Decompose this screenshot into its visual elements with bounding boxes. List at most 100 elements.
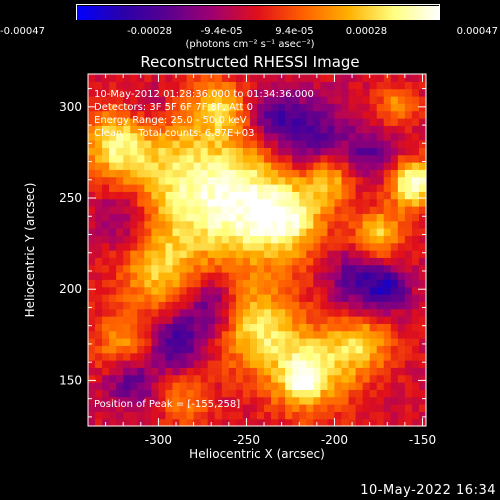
heatmap-cell	[137, 154, 145, 163]
heatmap-cell	[165, 323, 174, 332]
heatmap-cell	[362, 294, 371, 302]
heatmap-cell	[341, 118, 350, 126]
heatmap-cell	[341, 176, 350, 185]
heatmap-cell	[207, 81, 216, 90]
heatmap-cell	[264, 257, 272, 266]
heatmap-cell	[348, 286, 357, 295]
heatmap-cell	[144, 88, 152, 97]
heatmap-cell	[257, 132, 265, 141]
heatmap-cell	[355, 338, 364, 346]
heatmap-cell	[376, 352, 385, 361]
heatmap-cell	[228, 198, 237, 207]
heatmap-cell	[165, 96, 174, 104]
heatmap-cell	[109, 147, 117, 156]
heatmap-cell	[376, 184, 385, 192]
heatmap-cell	[355, 213, 364, 222]
heatmap-cell	[179, 242, 188, 251]
heatmap-cell	[95, 220, 103, 229]
heatmap-cell	[341, 264, 350, 273]
heatmap-cell	[214, 250, 223, 258]
heatmap-cell	[257, 242, 265, 251]
heatmap-cell	[320, 360, 329, 368]
heatmap-cell	[292, 323, 300, 332]
heatmap-cell	[151, 118, 160, 126]
heatmap-cell	[411, 301, 420, 310]
heatmap-cell	[109, 382, 117, 390]
heatmap-cell	[369, 140, 378, 148]
heatmap-cell	[390, 264, 399, 273]
heatmap-cell	[130, 88, 138, 97]
heatmap-cell	[306, 279, 314, 288]
heatmap-cell	[383, 140, 392, 148]
heatmap-cell	[341, 198, 350, 207]
heatmap-cell	[242, 206, 251, 214]
heatmap-cell	[123, 88, 131, 97]
heatmap-cell	[292, 118, 300, 126]
heatmap-cell	[144, 308, 152, 317]
heatmap-cell	[151, 308, 160, 317]
heatmap-cell	[165, 418, 174, 427]
heatmap-cell	[278, 213, 286, 222]
heatmap-cell	[327, 250, 336, 258]
heatmap-cell	[151, 374, 160, 383]
heatmap-cell	[299, 118, 307, 126]
heatmap-cell	[257, 404, 265, 412]
heatmap-cell	[264, 242, 272, 251]
heatmap-cell	[271, 242, 279, 251]
heatmap-cell	[123, 345, 131, 354]
heatmap-cell	[376, 301, 385, 310]
heatmap-cell	[186, 374, 195, 383]
heatmap-cell	[123, 103, 131, 112]
heatmap-cell	[292, 140, 300, 148]
heatmap-cell	[109, 316, 117, 324]
heatmap-cell	[411, 338, 420, 346]
heatmap-cell	[271, 294, 279, 302]
heatmap-cell	[200, 301, 209, 310]
heatmap-cell	[144, 330, 152, 339]
heatmap-cell	[130, 169, 138, 178]
heatmap-cell	[95, 360, 103, 368]
heatmap-cell	[397, 279, 406, 288]
heatmap-cell	[228, 132, 237, 141]
heatmap-cell	[404, 154, 413, 163]
heatmap-cell	[313, 374, 321, 383]
heatmap-cell	[334, 294, 343, 302]
heatmap-cell	[186, 81, 195, 90]
heatmap-cell	[390, 118, 399, 126]
heatmap-cell	[348, 250, 357, 258]
heatmap-cell	[151, 103, 160, 112]
heatmap-cell	[109, 301, 117, 310]
annotation-time-range: 10-May-2012 01:28:36.000 to 01:34:36.000	[94, 89, 314, 100]
heatmap-cell	[355, 352, 364, 361]
heatmap-cell	[172, 345, 181, 354]
heatmap-cell	[116, 235, 124, 244]
heatmap-cell	[397, 81, 406, 90]
heatmap-cell	[397, 323, 406, 332]
heatmap-cell	[249, 330, 258, 339]
heatmap-cell	[278, 279, 286, 288]
heatmap-cell	[278, 169, 286, 178]
heatmap-cell	[109, 367, 117, 376]
heatmap-cell	[362, 162, 371, 170]
heatmap-cell	[193, 323, 202, 332]
heatmap-cell	[144, 74, 152, 82]
heatmap-cell	[348, 301, 357, 310]
heatmap-cell	[116, 374, 124, 383]
heatmap-cell	[292, 206, 300, 214]
heatmap-cell	[172, 132, 181, 141]
heatmap-cell	[95, 235, 103, 244]
heatmap-cell	[151, 235, 160, 244]
heatmap-cell	[264, 206, 272, 214]
heatmap-cell	[278, 140, 286, 148]
heatmap-cell	[411, 132, 420, 141]
heatmap-cell	[334, 96, 343, 104]
heatmap-cell	[207, 118, 216, 126]
heatmap-cell	[137, 213, 145, 222]
heatmap-cell	[116, 316, 124, 324]
heatmap-cell	[383, 286, 392, 295]
heatmap-cell	[334, 154, 343, 163]
heatmap-cell	[130, 257, 138, 266]
heatmap-cell	[123, 242, 131, 251]
heatmap-cell	[158, 272, 167, 280]
